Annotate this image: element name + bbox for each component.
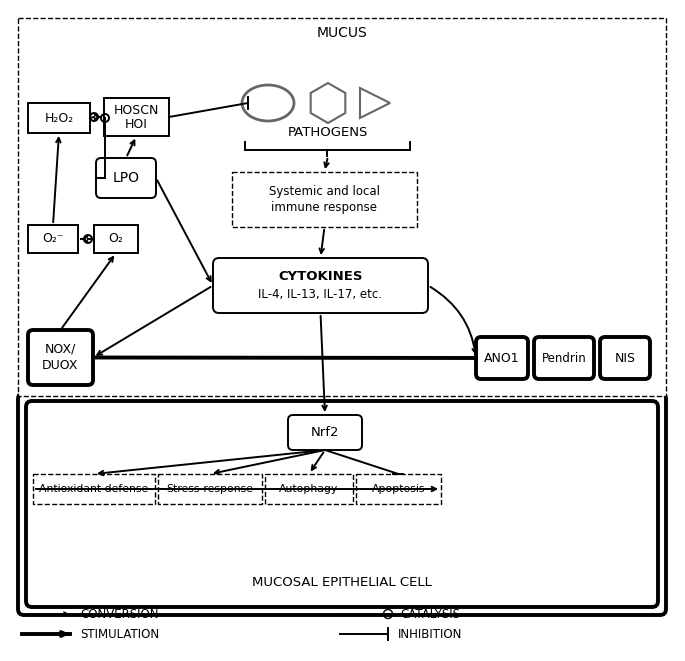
Text: ANO1: ANO1 [484, 352, 520, 364]
Bar [158, 474, 262, 504]
Text: MUCOSAL EPITHELIAL CELL: MUCOSAL EPITHELIAL CELL [252, 576, 432, 588]
Text: O₂⁻: O₂⁻ [42, 233, 64, 245]
Text: Autophagy: Autophagy [279, 484, 338, 494]
FancyBboxPatch shape [28, 330, 93, 385]
Text: DUOX: DUOX [42, 359, 79, 372]
FancyBboxPatch shape [18, 393, 666, 615]
Text: Apoptosis: Apoptosis [372, 484, 425, 494]
Text: LPO: LPO [112, 171, 140, 185]
FancyBboxPatch shape [96, 158, 156, 198]
Bar [356, 474, 441, 504]
Text: O₂: O₂ [108, 233, 123, 245]
Text: Stress-response: Stress-response [166, 484, 253, 494]
Text: CYTOKINES: CYTOKINES [278, 270, 363, 283]
Ellipse shape [242, 85, 294, 121]
Text: NIS: NIS [614, 352, 636, 364]
Text: H₂O₂: H₂O₂ [45, 112, 73, 124]
Bar [265, 474, 353, 504]
Polygon shape [311, 83, 345, 123]
Text: Antioxidant defense: Antioxidant defense [39, 484, 149, 494]
Bar [28, 225, 78, 253]
Bar [232, 172, 417, 227]
Bar [104, 98, 169, 136]
FancyBboxPatch shape [476, 337, 528, 379]
Text: STIMULATION: STIMULATION [80, 627, 159, 641]
Bar [33, 474, 155, 504]
FancyBboxPatch shape [213, 258, 428, 313]
Text: PATHOGENS: PATHOGENS [288, 126, 368, 139]
Bar [28, 103, 90, 133]
Text: IL-4, IL-13, IL-17, etc.: IL-4, IL-13, IL-17, etc. [258, 288, 382, 301]
FancyBboxPatch shape [288, 415, 362, 450]
FancyBboxPatch shape [26, 401, 658, 607]
Bar [18, 18, 666, 396]
FancyBboxPatch shape [600, 337, 650, 379]
Text: Pendrin: Pendrin [542, 352, 586, 364]
Text: INHIBITION: INHIBITION [398, 627, 462, 641]
Text: MUCUS: MUCUS [316, 26, 367, 40]
Text: CATALYSIS: CATALYSIS [400, 607, 460, 621]
Text: immune response: immune response [271, 201, 377, 214]
Text: CONVERSION: CONVERSION [80, 607, 158, 621]
Text: Nrf2: Nrf2 [311, 426, 339, 439]
Text: HOSCN: HOSCN [114, 104, 159, 116]
Polygon shape [360, 88, 390, 118]
FancyBboxPatch shape [534, 337, 594, 379]
Text: HOI: HOI [125, 118, 148, 130]
Text: Systemic and local: Systemic and local [269, 185, 380, 198]
Text: NOX/: NOX/ [45, 343, 76, 356]
Bar [94, 225, 138, 253]
